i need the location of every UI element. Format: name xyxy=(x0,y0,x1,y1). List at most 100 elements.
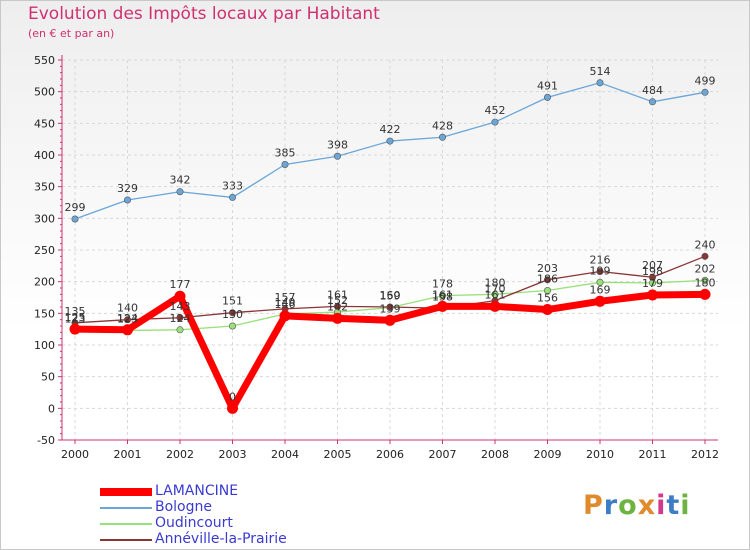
proxiti-logo: Proxiti xyxy=(583,490,691,521)
point-lamancine-2007 xyxy=(437,300,448,312)
point-ann-ville-la-prairie-2001 xyxy=(124,316,132,324)
ytick-label-100: 100 xyxy=(34,339,55,352)
label-ann-ville-la-prairie-2001: 140 xyxy=(117,302,138,315)
point-bologne-2003 xyxy=(229,193,237,201)
point-bologne-2004 xyxy=(281,161,289,169)
label-oudincourt-2008: 180 xyxy=(485,276,506,289)
point-bologne-2008 xyxy=(491,118,499,126)
data-labels: 125 124 177 0 146 142 139 161 161 156 169 179 180 299… xyxy=(65,65,716,404)
label-lamancine-2009: 156 xyxy=(537,292,558,305)
label-oudincourt-2003: 130 xyxy=(222,308,243,321)
point-lamancine-2002 xyxy=(174,290,186,302)
point-ann-ville-la-prairie-2009 xyxy=(543,276,551,284)
xtick-label-2008: 2008 xyxy=(481,448,509,461)
point-bologne-2011 xyxy=(648,98,656,106)
label-bologne-2003: 333 xyxy=(222,179,243,192)
point-oudincourt-2012 xyxy=(701,276,709,284)
label-bologne-2007: 428 xyxy=(432,119,453,132)
label-ann-ville-la-prairie-2000: 135 xyxy=(65,305,86,318)
label-ann-ville-la-prairie-2009: 203 xyxy=(537,262,558,275)
label-bologne-2004: 385 xyxy=(275,147,296,160)
label-lamancine-2011: 179 xyxy=(642,277,663,290)
label-bologne-2008: 452 xyxy=(485,104,506,117)
point-ann-ville-la-prairie-2005 xyxy=(333,302,341,310)
point-lamancine-2005 xyxy=(332,312,343,324)
label-oudincourt-2005: 152 xyxy=(327,294,348,307)
point-bologne-2009 xyxy=(543,93,551,101)
logo-letter: o xyxy=(618,490,638,521)
legend-label-anneville: Annéville-la-Prairie xyxy=(155,531,287,547)
point-bologne-2010 xyxy=(596,79,604,87)
ytick-label-50: 50 xyxy=(41,371,55,384)
chart-subtitle: (en € et par an) xyxy=(28,27,115,40)
label-bologne-2006: 422 xyxy=(380,123,401,136)
label-oudincourt-2011: 198 xyxy=(642,265,663,278)
ytick-label-0: 0 xyxy=(48,402,55,415)
label-ann-ville-la-prairie-2006: 160 xyxy=(380,289,401,302)
point-lamancine-2012 xyxy=(699,288,711,300)
xtick-label-2001: 2001 xyxy=(114,448,142,461)
point-ann-ville-la-prairie-2006 xyxy=(386,303,394,311)
label-ann-ville-la-prairie-2007: 158 xyxy=(432,290,453,303)
x-axis: 2000 2001 2002 2003 2004 2005 2006 2007 2008 2009… xyxy=(61,439,719,461)
point-bologne-2007 xyxy=(438,133,446,141)
label-lamancine-2003: 0 xyxy=(229,390,236,403)
xtick-label-2007: 2007 xyxy=(429,448,457,461)
label-lamancine-2012: 180 xyxy=(695,276,716,289)
ytick-label-400: 400 xyxy=(34,149,55,162)
point-oudincourt-2007 xyxy=(438,292,446,300)
label-ann-ville-la-prairie-2003: 151 xyxy=(222,295,243,308)
legend-swatch-lamancine xyxy=(100,488,152,496)
series-group xyxy=(69,79,711,414)
label-oudincourt-2002: 124 xyxy=(170,312,191,325)
ytick-label-550: 550 xyxy=(34,54,55,67)
xtick-label-2011: 2011 xyxy=(639,448,667,461)
point-lamancine-2009 xyxy=(542,304,553,316)
point-bologne-2012 xyxy=(701,88,709,96)
label-oudincourt-2012: 202 xyxy=(695,262,716,275)
logo-letter: x xyxy=(637,490,657,521)
ytick-label--50: -50 xyxy=(37,434,55,447)
label-lamancine-2001: 124 xyxy=(117,312,138,325)
label-lamancine-2004: 146 xyxy=(275,298,296,311)
label-lamancine-2005: 142 xyxy=(327,300,348,313)
label-ann-ville-la-prairie-2012: 240 xyxy=(695,238,716,251)
point-ann-ville-la-prairie-2012 xyxy=(701,252,709,260)
label-ann-ville-la-prairie-2002: 143 xyxy=(170,300,191,313)
xtick-label-2005: 2005 xyxy=(324,448,352,461)
y-axis: -50 0 50 100 150 200 250 300 350 400 450 500 550 xyxy=(34,54,63,447)
logo-letter: P xyxy=(583,490,604,521)
ytick-label-250: 250 xyxy=(34,244,55,257)
legend-label-lamancine: LAMANCINE xyxy=(155,483,239,499)
point-oudincourt-2003 xyxy=(229,322,237,330)
legend-label-oudincourt: Oudincourt xyxy=(155,515,233,531)
label-ann-ville-la-prairie-2005: 161 xyxy=(327,288,348,301)
label-oudincourt-2001: 123 xyxy=(117,312,138,325)
point-bologne-2000 xyxy=(71,215,79,223)
xtick-label-2004: 2004 xyxy=(271,448,299,461)
point-bologne-2006 xyxy=(386,137,394,145)
xtick-label-2002: 2002 xyxy=(166,448,194,461)
point-oudincourt-2010 xyxy=(596,278,604,286)
label-lamancine-2007: 161 xyxy=(432,288,453,301)
label-ann-ville-la-prairie-2004: 157 xyxy=(275,291,296,304)
point-bologne-2005 xyxy=(333,152,341,160)
point-lamancine-2006 xyxy=(384,314,396,326)
label-oudincourt-2007: 178 xyxy=(432,278,453,291)
label-lamancine-2000: 125 xyxy=(65,311,86,324)
label-oudincourt-2004: 149 xyxy=(275,296,296,309)
label-oudincourt-2009: 186 xyxy=(537,273,558,286)
point-lamancine-2000 xyxy=(69,323,81,335)
xtick-label-2009: 2009 xyxy=(534,448,562,461)
label-oudincourt-2006: 159 xyxy=(380,290,401,303)
label-ann-ville-la-prairie-2008: 170 xyxy=(485,283,506,296)
xtick-label-2012: 2012 xyxy=(691,448,719,461)
point-oudincourt-2002 xyxy=(176,326,184,334)
label-ann-ville-la-prairie-2011: 207 xyxy=(642,259,663,272)
point-lamancine-2003 xyxy=(227,402,238,414)
point-lamancine-2011 xyxy=(647,289,658,301)
logo-letter: t xyxy=(666,490,681,521)
xtick-label-2010: 2010 xyxy=(586,448,614,461)
ytick-label-200: 200 xyxy=(34,276,55,289)
